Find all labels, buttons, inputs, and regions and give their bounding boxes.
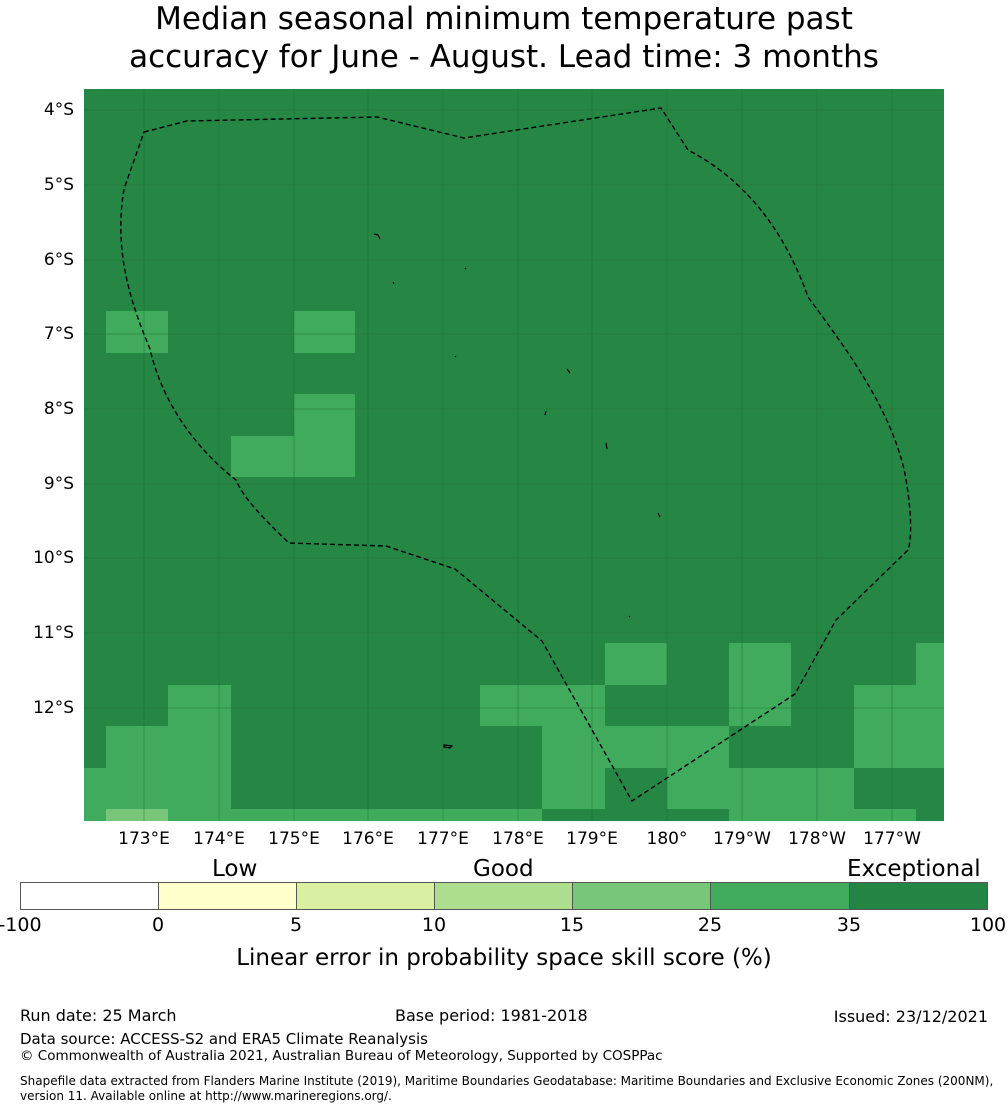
colorbar-segment bbox=[158, 882, 297, 910]
colorbar-tick: -100 bbox=[0, 914, 42, 936]
skill-cell bbox=[294, 394, 355, 477]
island bbox=[628, 615, 631, 618]
skill-cell bbox=[729, 809, 916, 821]
lat-label: 8°S bbox=[43, 399, 74, 419]
skill-cell bbox=[106, 311, 168, 353]
legend-category-low: Low bbox=[212, 856, 258, 882]
graticule bbox=[84, 89, 944, 821]
lon-label: 179°E bbox=[566, 829, 618, 849]
skill-cell bbox=[106, 726, 231, 768]
colorbar-segment bbox=[434, 882, 573, 910]
colorbar-label: Linear error in probability space skill … bbox=[236, 945, 772, 971]
lon-label: 173°E bbox=[118, 829, 170, 849]
run-date: Run date: 25 March bbox=[20, 1006, 177, 1025]
eez-boundary bbox=[120, 107, 912, 802]
lon-label: 177°E bbox=[417, 829, 469, 849]
copyright: © Commonwealth of Australia 2021, Austra… bbox=[20, 1048, 663, 1064]
island bbox=[605, 442, 608, 450]
skill-cell bbox=[84, 809, 106, 821]
skill-cell bbox=[667, 768, 854, 809]
lon-label: 179°W bbox=[713, 829, 771, 849]
skill-cell bbox=[168, 685, 231, 726]
colorbar-segment bbox=[20, 882, 159, 910]
island bbox=[566, 368, 571, 374]
shapefile-credit-line-1: Shapefile data extracted from Flanders M… bbox=[20, 1074, 994, 1088]
issued-date: Issued: 23/12/2021 bbox=[833, 1007, 988, 1026]
colorbar-tick: 10 bbox=[421, 914, 447, 936]
colorbar-tick: 15 bbox=[559, 914, 585, 936]
island bbox=[392, 281, 395, 285]
skill-cell bbox=[605, 643, 667, 685]
colorbar-segment bbox=[849, 882, 988, 910]
title-line-2: accuracy for June - August. Lead time: 3… bbox=[129, 39, 879, 75]
skill-cell bbox=[854, 685, 944, 768]
lon-label: 178°W bbox=[788, 829, 846, 849]
colorbar-tick: 0 bbox=[151, 914, 165, 936]
skill-cell bbox=[480, 685, 605, 726]
base-period: Base period: 1981-2018 bbox=[395, 1006, 588, 1025]
colorbar-tick: 25 bbox=[697, 914, 723, 936]
lat-label: 5°S bbox=[43, 175, 74, 195]
colorbar-segment bbox=[296, 882, 435, 910]
lat-label: 4°S bbox=[43, 100, 74, 120]
legend-category-good: Good bbox=[473, 856, 534, 882]
skill-cell bbox=[231, 436, 294, 477]
island bbox=[544, 410, 547, 416]
lat-label: 6°S bbox=[43, 250, 74, 270]
colorbar-tick: 35 bbox=[836, 914, 862, 936]
colorbar-segment bbox=[710, 882, 850, 910]
legend-category-exceptional: Exceptional bbox=[847, 856, 981, 882]
lon-label: 175°E bbox=[268, 829, 320, 849]
lon-label: 174°E bbox=[193, 829, 245, 849]
colorbar-tick: 5 bbox=[289, 914, 303, 936]
lon-label: 176°E bbox=[342, 829, 394, 849]
skill-cell bbox=[106, 809, 168, 821]
lon-label: 178°E bbox=[492, 829, 544, 849]
skill-cell bbox=[294, 311, 355, 353]
skill-cells bbox=[84, 311, 944, 821]
shapefile-credit-line-2: version 11. Available online at http://w… bbox=[20, 1089, 392, 1103]
lon-label: 177°W bbox=[863, 829, 921, 849]
island bbox=[373, 233, 381, 240]
skill-cell bbox=[168, 809, 542, 821]
data-source: Data source: ACCESS-S2 and ERA5 Climate … bbox=[20, 1030, 428, 1048]
colorbar-segment bbox=[572, 882, 711, 910]
islands bbox=[373, 233, 661, 749]
map-canvas bbox=[84, 89, 944, 821]
colorbar-tick: 100 bbox=[969, 914, 1007, 936]
lat-label: 9°S bbox=[43, 474, 74, 494]
skill-map bbox=[84, 89, 944, 821]
island bbox=[454, 355, 457, 358]
island bbox=[464, 267, 467, 270]
skill-cell bbox=[916, 643, 944, 685]
title-line-1: Median seasonal minimum temperature past bbox=[155, 1, 853, 37]
island bbox=[443, 744, 454, 749]
lon-label: 180° bbox=[646, 829, 688, 849]
island bbox=[657, 512, 661, 518]
skill-cell bbox=[729, 643, 791, 726]
skill-cell bbox=[542, 726, 605, 809]
lat-label: 10°S bbox=[33, 548, 74, 568]
lat-label: 11°S bbox=[33, 623, 74, 643]
lat-label: 12°S bbox=[33, 698, 74, 718]
map-title: Median seasonal minimum temperature past… bbox=[0, 0, 1008, 76]
skill-cell bbox=[84, 768, 231, 809]
lat-label: 7°S bbox=[43, 324, 74, 344]
